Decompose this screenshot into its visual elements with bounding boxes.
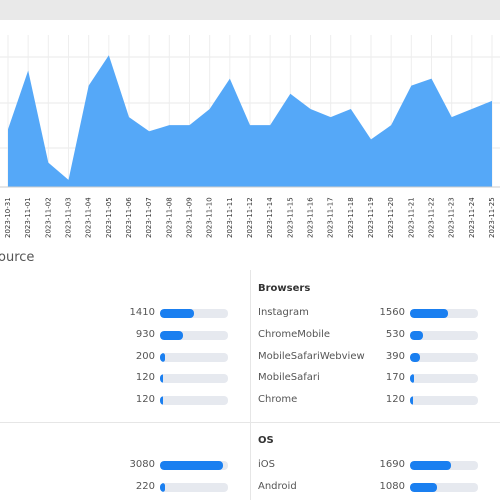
x-tick-label: 2023-11-06	[125, 197, 133, 238]
x-tick-label: 2023-11-19	[367, 197, 375, 238]
bar	[160, 352, 165, 362]
chart: 2023-10-31 2023-11-01 2023-11-02 2023-11-03…	[0, 35, 500, 238]
x-tick-label: 2023-11-08	[165, 197, 173, 238]
bar-track	[160, 309, 228, 318]
bar	[160, 374, 163, 384]
bar-track	[410, 461, 478, 470]
x-tick-label: 2023-11-21	[407, 197, 415, 238]
bar-track	[160, 374, 228, 384]
bar-track	[160, 352, 228, 362]
row-label: MobileSafari	[258, 372, 320, 384]
row-value: 120	[135, 394, 155, 405]
bar	[160, 482, 165, 492]
row-label: Instagram	[258, 307, 309, 318]
row-value: 530	[385, 328, 405, 340]
bar	[410, 330, 423, 340]
bar-track	[160, 330, 228, 340]
x-tick-label: 2023-11-22	[428, 197, 436, 238]
panel-heading: OS	[258, 435, 274, 446]
row-label: MobileSafariWebview	[258, 350, 365, 362]
bar-track	[410, 330, 478, 340]
row-value: 1080	[379, 480, 405, 492]
x-tick-label: 2023-11-11	[226, 197, 234, 238]
row-value: 170	[385, 372, 405, 384]
bar	[410, 461, 452, 470]
row-label: Chrome	[258, 394, 298, 405]
bar	[410, 482, 437, 492]
area	[8, 55, 492, 188]
row-value: 1560	[379, 307, 405, 318]
bar-track	[160, 396, 228, 405]
divider	[0, 422, 500, 423]
bar-track	[410, 374, 478, 384]
bar-track	[410, 396, 478, 405]
bar	[160, 309, 195, 318]
x-tick-label: 2023-11-24	[468, 197, 476, 238]
row-value: 120	[135, 372, 155, 384]
bar-track	[410, 482, 478, 492]
section-title: ource	[0, 250, 35, 265]
x-tick-label: 2023-11-12	[246, 197, 254, 238]
row-value: 1690	[379, 459, 405, 470]
x-tick-label: 2023-11-15	[286, 197, 294, 238]
row-value: 220	[135, 480, 155, 492]
bar	[160, 396, 163, 405]
panel-heading: Browsers	[258, 283, 311, 294]
divider	[250, 270, 251, 500]
x-tick-label: 2023-11-14	[266, 197, 274, 238]
x-tick-label: 2023-11-18	[347, 197, 355, 238]
x-tick-label: 2023-11-16	[307, 197, 315, 238]
bar	[160, 330, 183, 340]
row-value: 390	[385, 350, 405, 362]
x-tick-label: 2023-10-31	[4, 197, 12, 238]
row-label: iOS	[258, 459, 275, 470]
row-value: 930	[135, 328, 155, 340]
x-tick-label: 2023-11-07	[145, 197, 153, 238]
x-tick-label: 2023-11-17	[327, 197, 335, 238]
row-label: Android	[258, 480, 297, 492]
bar	[160, 461, 224, 470]
x-tick-label: 2023-11-04	[85, 197, 93, 238]
row-value: 120	[385, 394, 405, 405]
x-tick-label: 2023-11-05	[105, 197, 113, 238]
bar-track	[160, 482, 228, 492]
bar-track	[160, 461, 228, 470]
row-value: 1410	[129, 307, 155, 318]
bar	[410, 309, 449, 318]
x-tick-label: 2023-11-01	[24, 197, 32, 238]
x-tick-label: 2023-11-25	[488, 197, 496, 238]
row-value: 3080	[129, 459, 155, 470]
bar-track	[410, 309, 478, 318]
row-label: ChromeMobile	[258, 328, 331, 340]
x-tick-label: 2023-11-10	[206, 197, 214, 238]
bar	[410, 352, 420, 362]
x-tick-label: 2023-11-23	[448, 197, 456, 238]
bar	[410, 374, 415, 384]
row-value: 200	[135, 350, 155, 362]
x-tick-label: 2023-11-03	[65, 197, 73, 238]
x-tick-label: 2023-11-02	[44, 197, 52, 238]
x-tick-label: 2023-11-09	[186, 197, 194, 238]
bar-track	[410, 352, 478, 362]
top-bar	[0, 0, 500, 20]
bar	[410, 396, 413, 405]
x-tick-label: 2023-11-20	[387, 197, 395, 238]
